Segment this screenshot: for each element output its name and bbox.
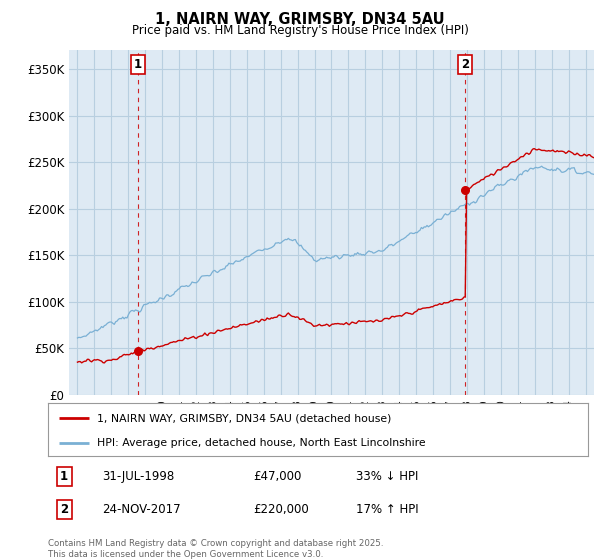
Text: 33% ↓ HPI: 33% ↓ HPI [356,470,418,483]
Text: 1: 1 [60,470,68,483]
Text: 31-JUL-1998: 31-JUL-1998 [102,470,174,483]
Text: £220,000: £220,000 [253,503,309,516]
Text: 1: 1 [134,58,142,71]
Text: £47,000: £47,000 [253,470,302,483]
Text: 17% ↑ HPI: 17% ↑ HPI [356,503,418,516]
Text: 1, NAIRN WAY, GRIMSBY, DN34 5AU: 1, NAIRN WAY, GRIMSBY, DN34 5AU [155,12,445,27]
Text: HPI: Average price, detached house, North East Lincolnshire: HPI: Average price, detached house, Nort… [97,438,425,448]
Text: 24-NOV-2017: 24-NOV-2017 [102,503,181,516]
Text: Price paid vs. HM Land Registry's House Price Index (HPI): Price paid vs. HM Land Registry's House … [131,24,469,36]
Text: 2: 2 [461,58,469,71]
Text: 1, NAIRN WAY, GRIMSBY, DN34 5AU (detached house): 1, NAIRN WAY, GRIMSBY, DN34 5AU (detache… [97,413,391,423]
Text: 2: 2 [60,503,68,516]
Text: Contains HM Land Registry data © Crown copyright and database right 2025.
This d: Contains HM Land Registry data © Crown c… [48,539,383,559]
